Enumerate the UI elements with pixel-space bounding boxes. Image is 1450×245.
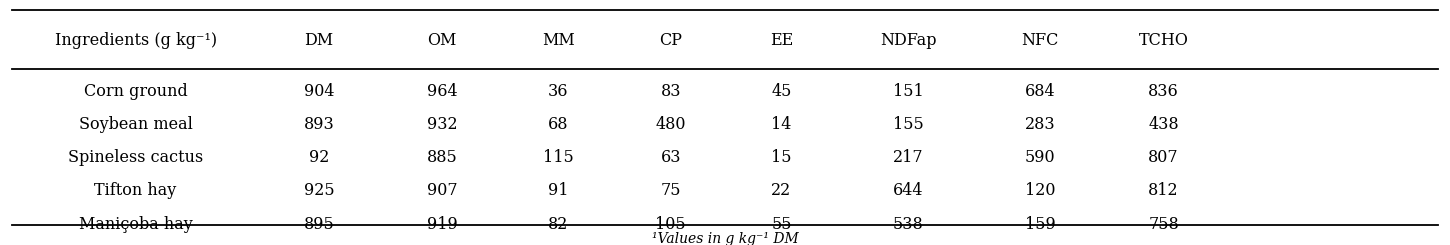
Text: 159: 159 [1025,216,1056,233]
Text: 22: 22 [771,183,792,199]
Text: 590: 590 [1025,149,1056,166]
Text: TCHO: TCHO [1138,32,1189,49]
Text: 684: 684 [1025,83,1056,100]
Text: 91: 91 [548,183,568,199]
Text: 63: 63 [660,149,681,166]
Text: 480: 480 [655,116,686,133]
Text: 885: 885 [426,149,458,166]
Text: 812: 812 [1148,183,1179,199]
Text: 758: 758 [1148,216,1179,233]
Text: 893: 893 [303,116,335,133]
Text: 919: 919 [426,216,458,233]
Text: 644: 644 [893,183,924,199]
Text: 925: 925 [303,183,335,199]
Text: 904: 904 [303,83,335,100]
Text: 807: 807 [1148,149,1179,166]
Text: 68: 68 [548,116,568,133]
Text: Maniçoba hay: Maniçoba hay [78,216,193,233]
Text: 92: 92 [309,149,329,166]
Text: 115: 115 [542,149,574,166]
Text: 217: 217 [893,149,924,166]
Text: 120: 120 [1025,183,1056,199]
Text: 75: 75 [660,183,681,199]
Text: 438: 438 [1148,116,1179,133]
Text: 895: 895 [303,216,335,233]
Text: 151: 151 [893,83,924,100]
Text: 538: 538 [893,216,924,233]
Text: 83: 83 [660,83,681,100]
Text: Soybean meal: Soybean meal [78,116,193,133]
Text: NDFap: NDFap [880,32,937,49]
Text: EE: EE [770,32,793,49]
Text: 907: 907 [426,183,458,199]
Text: 283: 283 [1025,116,1056,133]
Text: Ingredients (g kg⁻¹): Ingredients (g kg⁻¹) [55,32,216,49]
Text: Corn ground: Corn ground [84,83,187,100]
Text: 964: 964 [426,83,458,100]
Text: NFC: NFC [1022,32,1058,49]
Text: 45: 45 [771,83,792,100]
Text: ¹Values in g kg⁻¹ DM: ¹Values in g kg⁻¹ DM [651,232,799,245]
Text: 55: 55 [771,216,792,233]
Text: MM: MM [542,32,574,49]
Text: 82: 82 [548,216,568,233]
Text: DM: DM [304,32,334,49]
Text: 836: 836 [1148,83,1179,100]
Text: 155: 155 [893,116,924,133]
Text: 932: 932 [426,116,458,133]
Text: Spineless cactus: Spineless cactus [68,149,203,166]
Text: 36: 36 [548,83,568,100]
Text: CP: CP [660,32,681,49]
Text: 15: 15 [771,149,792,166]
Text: Tifton hay: Tifton hay [94,183,177,199]
Text: 14: 14 [771,116,792,133]
Text: OM: OM [428,32,457,49]
Text: 105: 105 [655,216,686,233]
